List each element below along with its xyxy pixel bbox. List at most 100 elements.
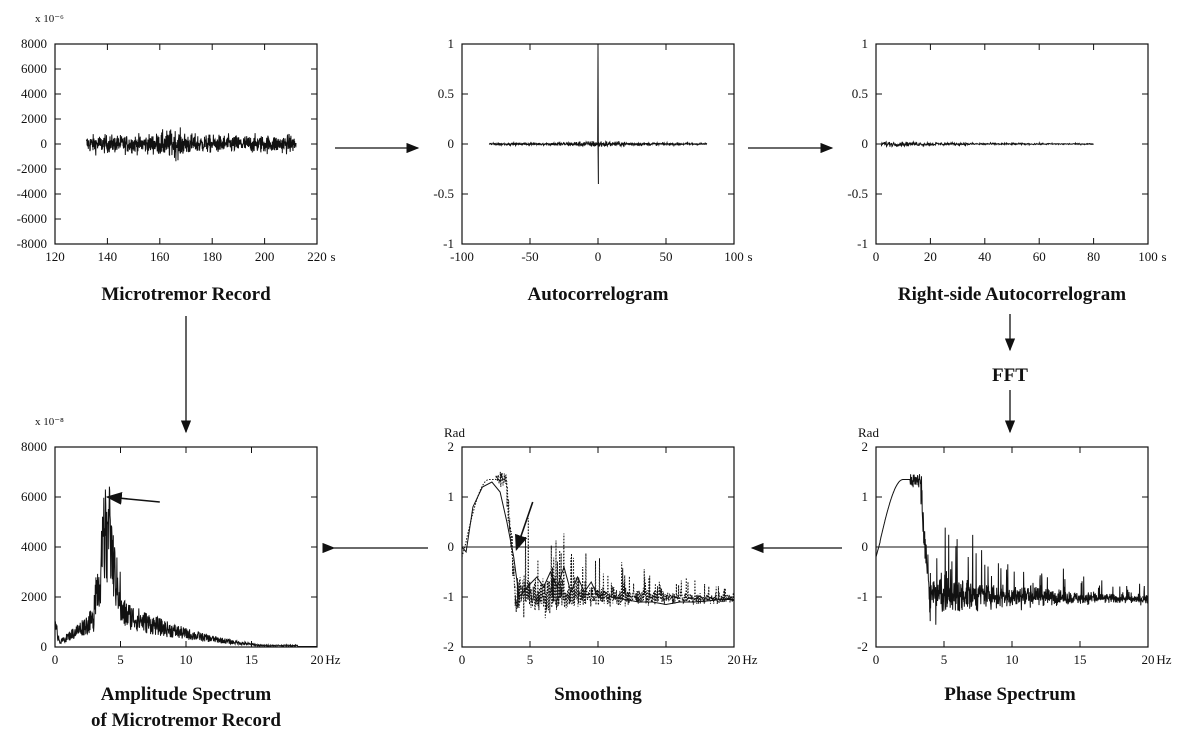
phase-xtick-label: 20 xyxy=(1142,652,1155,667)
phase-xtick-label: 15 xyxy=(1074,652,1087,667)
phase-ytick-label: -2 xyxy=(857,639,868,654)
autocorr-xtick-label: 0 xyxy=(595,249,602,264)
amp-ytick-label: 2000 xyxy=(21,589,47,604)
title-microtremor-record: Microtremor Record xyxy=(101,284,271,305)
autocorr-ytick-label: 0.5 xyxy=(438,86,454,101)
record-xaxis-unit: s xyxy=(330,249,335,264)
smooth-yaxis-label: Rad xyxy=(444,425,465,440)
record-xtick-label: 200 xyxy=(255,249,275,264)
phase-xaxis-unit: Hz xyxy=(1156,652,1171,667)
title-autocorrelogram: Autocorrelogram xyxy=(527,284,668,305)
rightauto-xtick-label: 0 xyxy=(873,249,880,264)
smooth-ytick-label: 0 xyxy=(448,539,455,554)
phase-ytick-label: 1 xyxy=(862,489,869,504)
record-yaxis-exponent: x 10⁻⁶ xyxy=(35,13,64,25)
smooth-ytick-label: 2 xyxy=(448,439,455,454)
record-xtick-label: 180 xyxy=(202,249,222,264)
record-ytick-label: -2000 xyxy=(17,161,47,176)
autocorr-xtick-label: -100 xyxy=(450,249,474,264)
phase-xtick-label: 5 xyxy=(941,652,948,667)
amp-xtick-label: 5 xyxy=(117,652,124,667)
smooth-xtick-label: 5 xyxy=(527,652,534,667)
record-ytick-label: -6000 xyxy=(17,211,47,226)
record-ytick-label: 8000 xyxy=(21,36,47,51)
autocorr-ytick-label: -1 xyxy=(443,236,454,251)
amp-annotation-pointer xyxy=(105,491,160,505)
phase-yaxis-label: Rad xyxy=(858,425,879,440)
amp-xtick-label: 20 xyxy=(311,652,324,667)
autocorr-xaxis-unit: s xyxy=(747,249,752,264)
autocorr-ytick-label: 1 xyxy=(448,36,455,51)
amp-ytick-label: 0 xyxy=(41,639,48,654)
phase-xtick-label: 10 xyxy=(1006,652,1019,667)
record-ytick-label: 2000 xyxy=(21,111,47,126)
smooth-xtick-label: 0 xyxy=(459,652,466,667)
rightauto-ytick-label: 1 xyxy=(862,36,869,51)
phase-ytick-label: 0 xyxy=(862,539,869,554)
title-right-side-autocorrelogram: Right-side Autocorrelogram xyxy=(898,284,1126,305)
phase-series-phase xyxy=(875,474,1149,625)
rightauto-ytick-label: -0.5 xyxy=(847,186,868,201)
amp-series-spectrum xyxy=(54,486,317,648)
record-xtick-label: 160 xyxy=(150,249,170,264)
amp-xtick-label: 10 xyxy=(180,652,193,667)
amp-xaxis-unit: Hz xyxy=(325,652,340,667)
smooth-xtick-label: 20 xyxy=(728,652,741,667)
rightauto-series-decay xyxy=(880,140,1094,148)
smooth-series-smoothed xyxy=(461,481,734,606)
record-ytick-label: -4000 xyxy=(17,186,47,201)
rightauto-xtick-label: 60 xyxy=(1033,249,1046,264)
smooth-xtick-label: 15 xyxy=(660,652,673,667)
record-ytick-label: 6000 xyxy=(21,61,47,76)
title-smoothing: Smoothing xyxy=(554,684,642,705)
smooth-ytick-label: -2 xyxy=(443,639,454,654)
amp-ytick-label: 8000 xyxy=(21,439,47,454)
autocorr-ytick-label: -0.5 xyxy=(433,186,454,201)
rightauto-ytick-label: 0 xyxy=(862,136,869,151)
phase-ytick-label: -1 xyxy=(857,589,868,604)
panel-right-side-autocorrelogram: 0 20 40 60 80 100 s 1 0.5 0 -0.5 -1 xyxy=(847,36,1166,264)
autocorr-xtick-label: -50 xyxy=(521,249,538,264)
title-amplitude-spectrum-line2: of Microtremor Record xyxy=(91,710,281,731)
panel-amplitude-spectrum: 0 5 10 15 20 Hz 8000 6000 4000 2000 0 x 10⁻⁸ xyxy=(21,416,341,667)
record-ytick-label: 0 xyxy=(41,136,48,151)
title-phase-spectrum: Phase Spectrum xyxy=(944,684,1076,705)
rightauto-xtick-label: 40 xyxy=(978,249,991,264)
title-amplitude-spectrum-line1: Amplitude Spectrum xyxy=(101,684,272,705)
phase-ytick-label: 2 xyxy=(862,439,869,454)
rightauto-xtick-label: 80 xyxy=(1087,249,1100,264)
amp-yaxis-exponent: x 10⁻⁸ xyxy=(35,416,64,428)
record-ytick-label: 4000 xyxy=(21,86,47,101)
amp-ytick-label: 6000 xyxy=(21,489,47,504)
record-xtick-label: 140 xyxy=(98,249,118,264)
record-xtick-label: 220 xyxy=(307,249,327,264)
smooth-series-raw xyxy=(461,471,735,619)
rightauto-ytick-label: 0.5 xyxy=(852,86,868,101)
record-ytick-label: -8000 xyxy=(17,236,47,251)
rightauto-xtick-label: 100 xyxy=(1138,249,1158,264)
autocorr-ytick-label: 0 xyxy=(448,136,455,151)
amp-ytick-label: 4000 xyxy=(21,539,47,554)
amp-xtick-label: 15 xyxy=(245,652,258,667)
rightauto-ytick-label: -1 xyxy=(857,236,868,251)
autocorr-xtick-label: 50 xyxy=(660,249,673,264)
panel-microtremor-record: 120 140 160 180 200 220 s 8000 6000 4000 2000 0 -200… xyxy=(17,13,336,264)
label-fft: FFT xyxy=(992,365,1028,386)
rightauto-xaxis-unit: s xyxy=(1161,249,1166,264)
phase-xtick-label: 0 xyxy=(873,652,880,667)
record-xtick-label: 120 xyxy=(45,249,65,264)
smooth-xtick-label: 10 xyxy=(592,652,605,667)
smooth-annotation-pointer xyxy=(515,501,534,552)
smooth-xaxis-unit: Hz xyxy=(742,652,757,667)
amp-xtick-label: 0 xyxy=(52,652,59,667)
record-series-noise xyxy=(85,127,297,162)
smooth-ytick-label: 1 xyxy=(448,489,455,504)
panel-autocorrelogram: -100 -50 0 50 100 s 1 0.5 0 -0.5 -1 xyxy=(433,36,752,264)
rightauto-xtick-label: 20 xyxy=(924,249,937,264)
autocorr-series-symmetric-decay xyxy=(488,43,708,185)
autocorr-xtick-label: 100 xyxy=(724,249,744,264)
smooth-ytick-label: -1 xyxy=(443,589,454,604)
